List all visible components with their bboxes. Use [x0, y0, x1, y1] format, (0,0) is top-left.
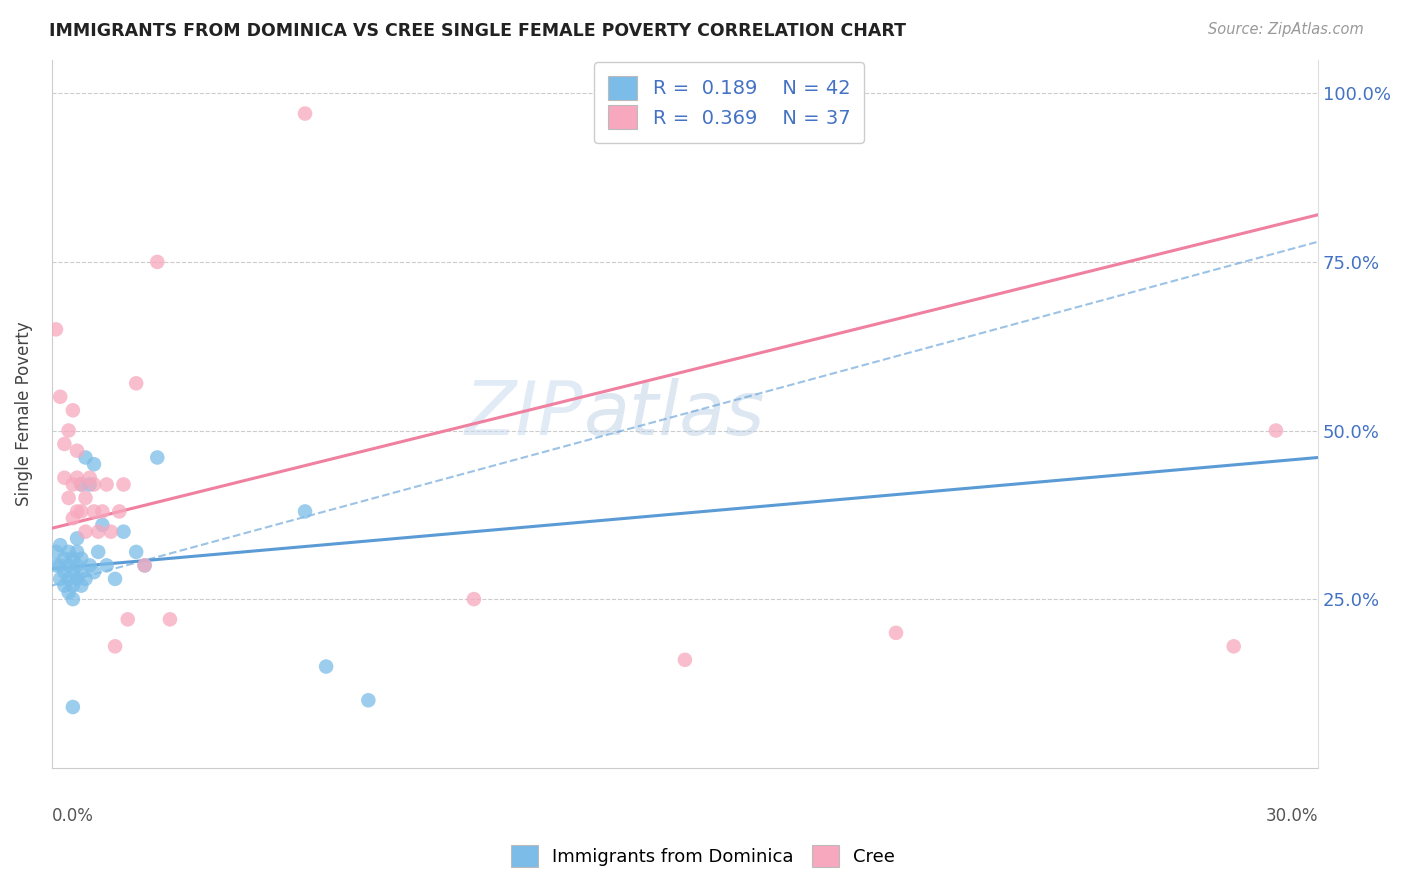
Point	[70, 565, 93, 579]
Point	[96, 477, 118, 491]
Point	[58, 545, 80, 559]
Point	[70, 477, 93, 491]
Point	[53, 579, 76, 593]
Point	[62, 579, 84, 593]
Point	[45, 322, 67, 336]
Point	[62, 403, 84, 417]
Text: atlas: atlas	[583, 377, 765, 450]
Point	[58, 585, 80, 599]
Point	[104, 640, 127, 654]
Point	[117, 612, 139, 626]
Point	[125, 545, 148, 559]
Point	[49, 572, 72, 586]
Text: Source: ZipAtlas.com: Source: ZipAtlas.com	[1208, 22, 1364, 37]
Point	[83, 565, 105, 579]
Point	[75, 450, 97, 465]
Y-axis label: Single Female Poverty: Single Female Poverty	[15, 321, 32, 506]
Point	[125, 376, 148, 391]
Text: 0.0%: 0.0%	[52, 806, 94, 824]
Point	[70, 477, 93, 491]
Point	[91, 517, 114, 532]
Point	[45, 558, 67, 573]
Point	[91, 504, 114, 518]
Point	[146, 450, 169, 465]
Point	[62, 592, 84, 607]
Point	[75, 572, 97, 586]
Point	[100, 524, 122, 539]
Point	[62, 700, 84, 714]
Point	[108, 504, 131, 518]
Point	[87, 524, 110, 539]
Point	[315, 659, 337, 673]
Point	[62, 477, 84, 491]
Point	[357, 693, 380, 707]
Point	[104, 572, 127, 586]
Point	[49, 390, 72, 404]
Point	[112, 477, 135, 491]
Point	[53, 565, 76, 579]
Point	[96, 558, 118, 573]
Point	[62, 565, 84, 579]
Point	[62, 551, 84, 566]
Point	[53, 437, 76, 451]
Point	[1264, 424, 1286, 438]
Point	[463, 592, 485, 607]
Point	[49, 558, 72, 573]
Text: ZIP: ZIP	[465, 377, 583, 450]
Point	[58, 491, 80, 505]
Point	[70, 551, 93, 566]
Point	[66, 572, 89, 586]
Legend: R =  0.189    N = 42, R =  0.369    N = 37: R = 0.189 N = 42, R = 0.369 N = 37	[595, 62, 865, 143]
Point	[79, 477, 101, 491]
Point	[146, 255, 169, 269]
Point	[58, 572, 80, 586]
Point	[58, 558, 80, 573]
Point	[83, 457, 105, 471]
Point	[66, 471, 89, 485]
Point	[70, 579, 93, 593]
Point	[134, 558, 156, 573]
Point	[45, 545, 67, 559]
Point	[66, 532, 89, 546]
Point	[49, 538, 72, 552]
Point	[1222, 640, 1244, 654]
Legend: Immigrants from Dominica, Cree: Immigrants from Dominica, Cree	[503, 838, 903, 874]
Point	[66, 545, 89, 559]
Point	[75, 524, 97, 539]
Point	[79, 471, 101, 485]
Point	[75, 491, 97, 505]
Point	[83, 477, 105, 491]
Point	[66, 504, 89, 518]
Text: 30.0%: 30.0%	[1265, 806, 1319, 824]
Text: IMMIGRANTS FROM DOMINICA VS CREE SINGLE FEMALE POVERTY CORRELATION CHART: IMMIGRANTS FROM DOMINICA VS CREE SINGLE …	[49, 22, 907, 40]
Point	[79, 558, 101, 573]
Point	[294, 504, 316, 518]
Point	[294, 106, 316, 120]
Point	[66, 558, 89, 573]
Point	[87, 545, 110, 559]
Point	[159, 612, 181, 626]
Point	[134, 558, 156, 573]
Point	[70, 504, 93, 518]
Point	[112, 524, 135, 539]
Point	[83, 504, 105, 518]
Point	[58, 424, 80, 438]
Point	[53, 551, 76, 566]
Point	[884, 625, 907, 640]
Point	[62, 511, 84, 525]
Point	[66, 443, 89, 458]
Point	[673, 653, 696, 667]
Point	[53, 471, 76, 485]
